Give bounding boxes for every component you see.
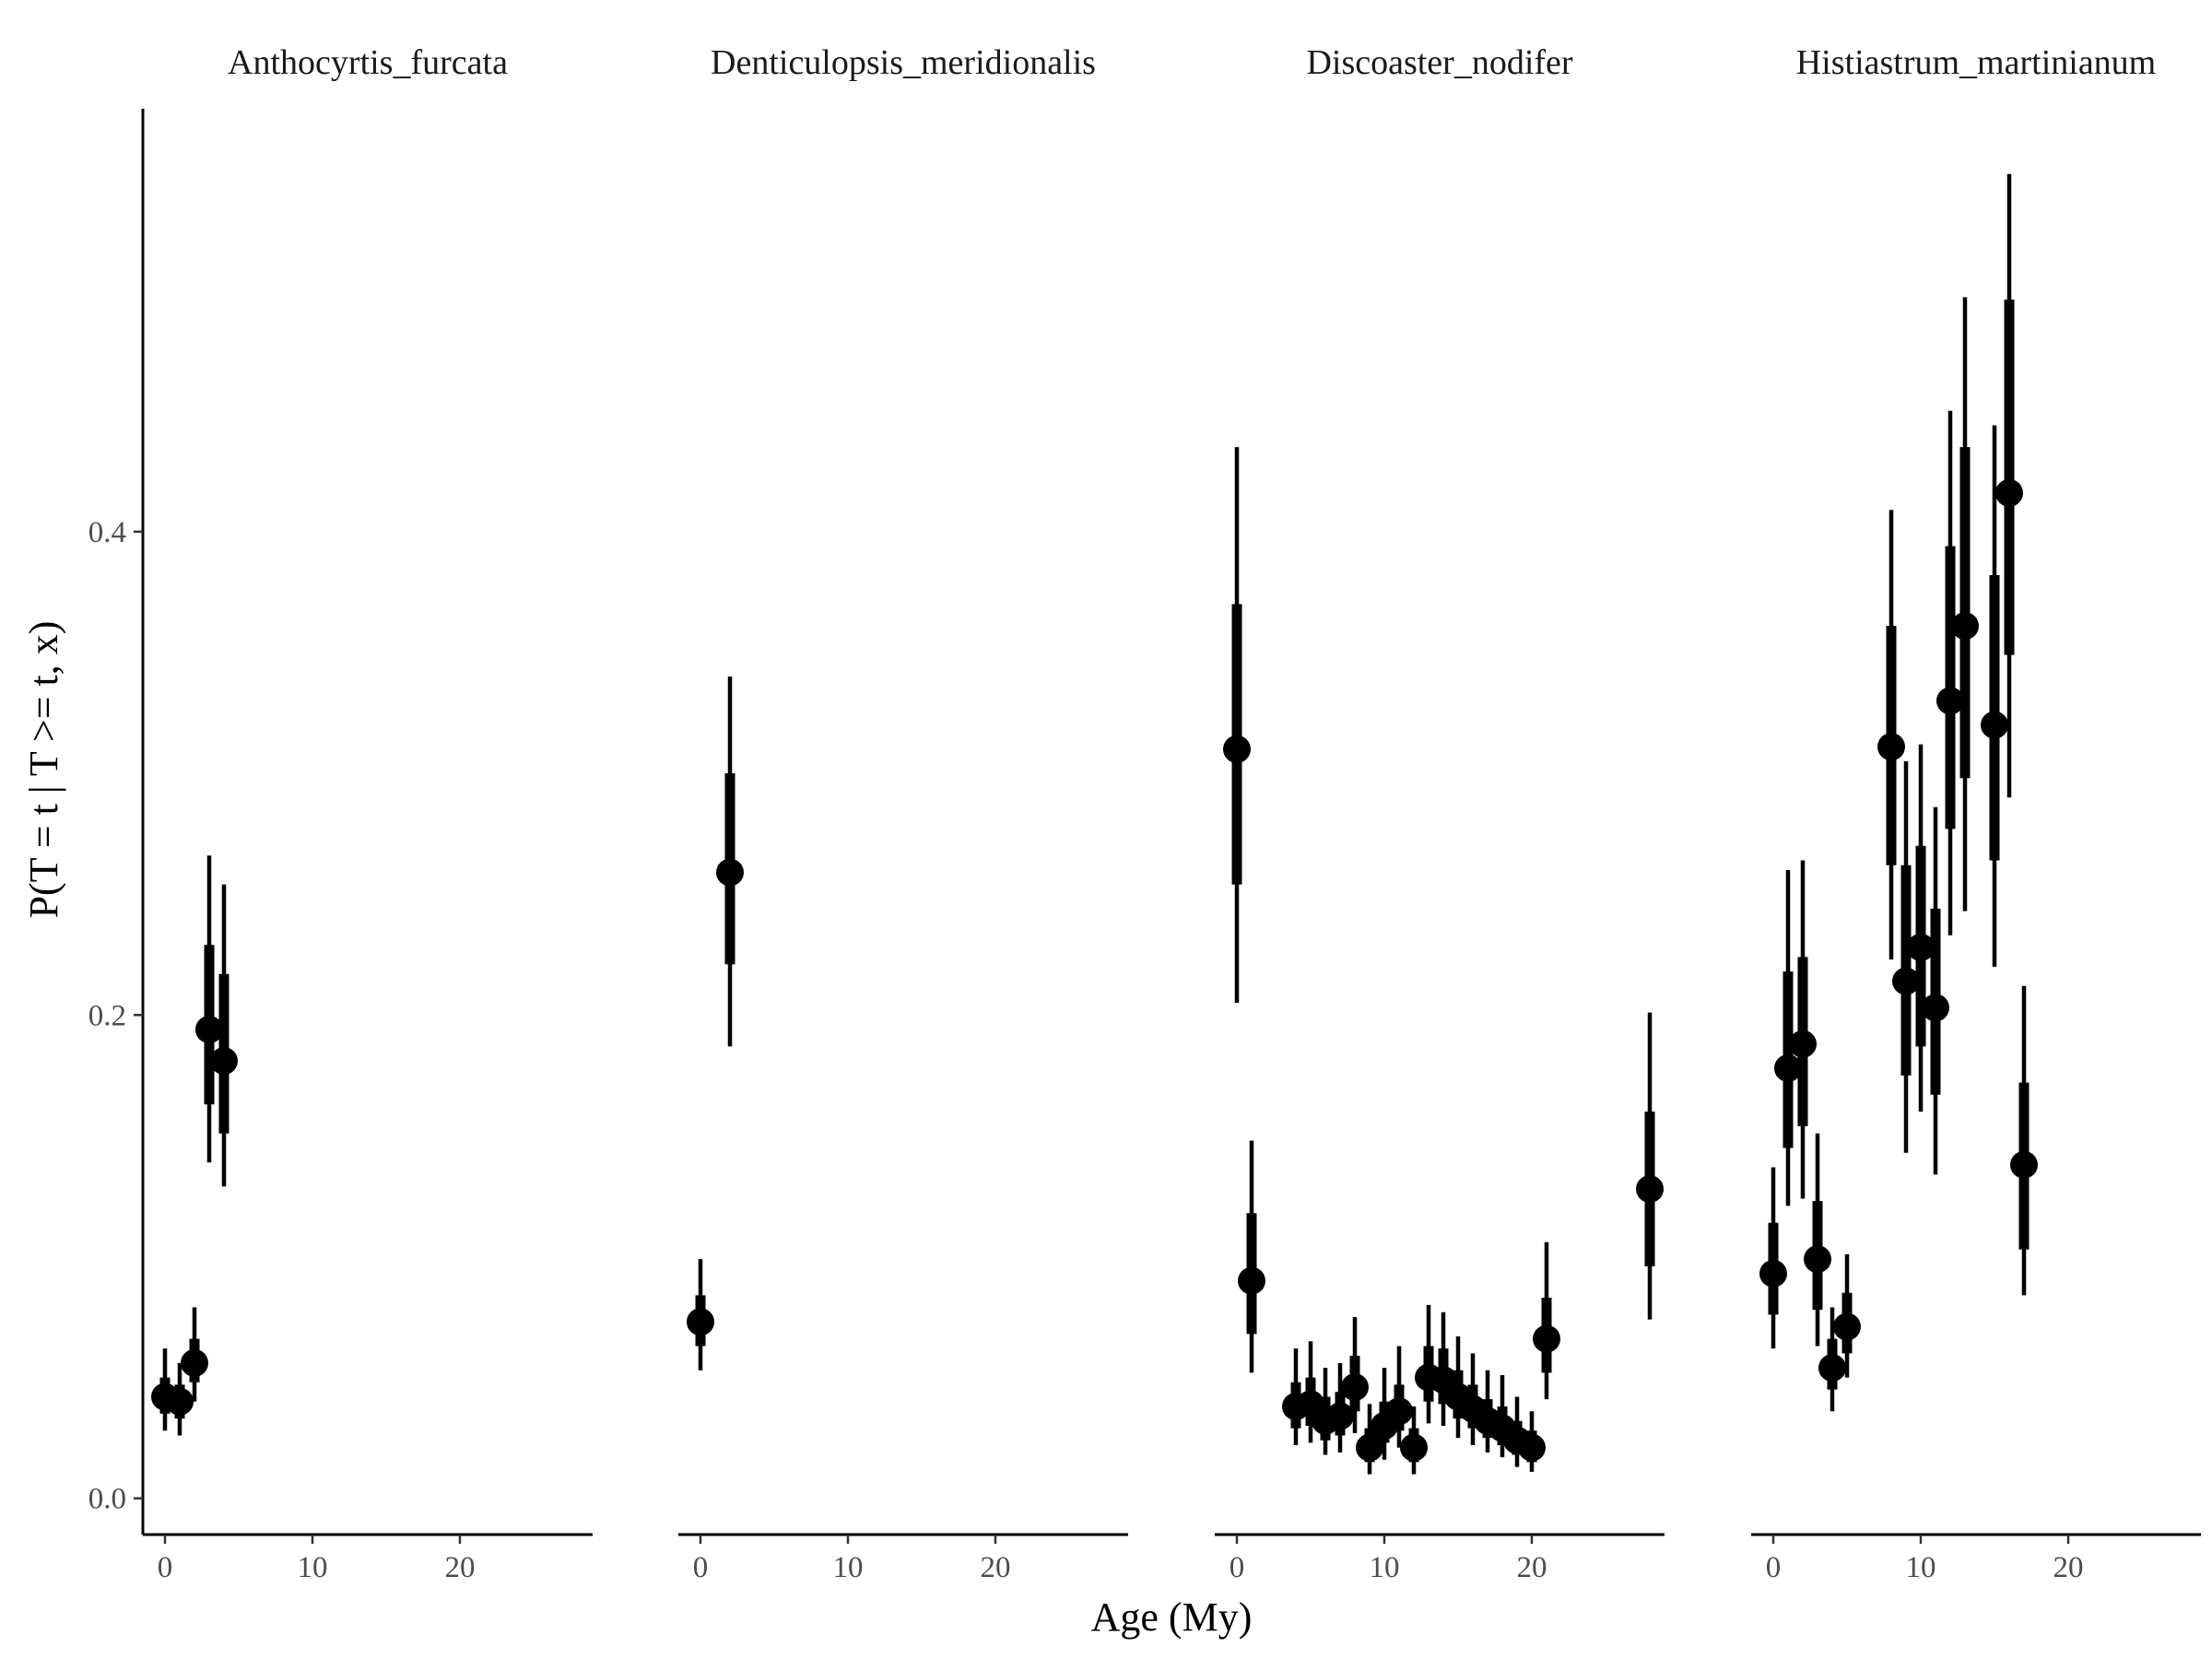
y-tick-label: 0.0 [88,1483,126,1516]
x-tick-label: 20 [1517,1551,1547,1584]
data-point [1981,711,2008,739]
panel-anthocyrtis-furcata: Anthocyrtis_furcata 0 10 20 [143,43,593,1584]
data-point [210,1047,238,1076]
data-point [1936,687,1964,715]
x-tick-label: 0 [693,1551,709,1584]
data-point [195,1015,223,1043]
data-point [1636,1175,1664,1204]
data-point [687,1308,714,1336]
data-point [166,1387,194,1416]
data-point [1238,1266,1265,1295]
data-point [1995,478,2023,507]
data-point [1877,733,1905,761]
facet-title: Anthocyrtis_furcata [228,43,508,82]
y-axis-title: P(T = t | T >= t, x) [21,621,66,919]
facet-title: Denticulopsis_meridionalis [711,43,1096,82]
data-point [1833,1312,1861,1341]
data-point [1892,967,1920,995]
data-point [1759,1259,1787,1288]
data-point [1385,1397,1413,1426]
facet-title: Discoaster_nodifer [1306,43,1572,82]
x-tick-label: 10 [298,1551,328,1584]
data-point [1907,933,1935,961]
panel-discoaster-nodifer: Discoaster_nodifer 0 10 20 [1215,43,1665,1584]
data-point [1951,612,1979,641]
x-tick-label: 20 [445,1551,476,1584]
data-point [1818,1354,1846,1382]
data-point [1533,1324,1560,1353]
data-point [1518,1433,1546,1462]
x-tick-label: 10 [1370,1551,1400,1584]
x-axis-title: Age (My) [1091,1594,1253,1640]
x-tick-label: 10 [1906,1551,1936,1584]
data-point [1223,735,1251,763]
y-tick-label: 0.4 [88,516,126,549]
facet-title: Histiastrum_martinianum [1796,43,2157,82]
x-tick-label: 10 [833,1551,864,1584]
x-tick-label: 0 [1766,1551,1782,1584]
data-point [1789,1030,1817,1058]
data-point [1804,1245,1831,1274]
panel-histiastrum-martinianum: Histiastrum_martinianum 0 10 20 [1751,43,2201,1584]
data-point [716,858,744,887]
data-point [1774,1053,1802,1082]
x-tick-label: 0 [158,1551,173,1584]
panel-denticulopsis-meridionalis: Denticulopsis_meridionalis 0 10 20 [678,43,1128,1584]
x-tick-label: 20 [2053,1551,2084,1584]
data-point [1326,1402,1354,1430]
x-tick-label: 0 [1230,1551,1245,1584]
data-point [1356,1433,1383,1462]
data-point [1922,994,1949,1022]
x-tick-label: 20 [981,1551,1011,1584]
y-tick-label: 0.2 [88,999,126,1032]
data-point [1341,1373,1369,1402]
data-point [181,1348,208,1377]
data-point [1400,1433,1428,1462]
data-point [2010,1150,2038,1179]
